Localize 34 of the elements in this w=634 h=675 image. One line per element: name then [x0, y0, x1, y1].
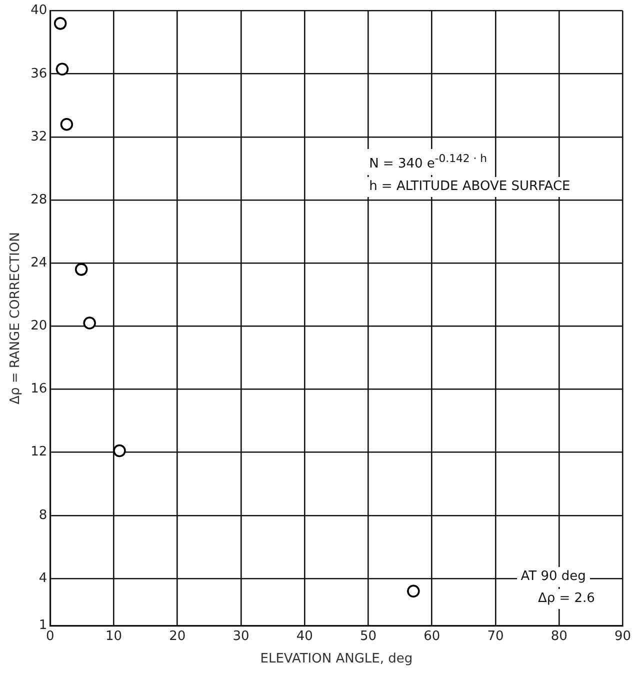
y-tick-label: 28	[30, 192, 48, 208]
point	[56, 62, 69, 76]
annotation: N = 340 e$^{-0.142 · h}$	[365, 149, 491, 174]
y-tick-label: 32	[30, 129, 48, 144]
x-axis-title: ELEVATION ANGLE, deg	[260, 652, 413, 667]
y-axis-title: Δρ = RANGE CORRECTION	[8, 232, 24, 404]
x-tick-label: 20	[169, 628, 186, 644]
x-tick-label: 90	[614, 628, 631, 644]
point	[60, 118, 74, 131]
y-tick-label: 20	[30, 318, 48, 334]
y-tick-label: 24	[30, 255, 48, 270]
point	[113, 444, 126, 458]
point	[407, 584, 420, 598]
point	[54, 17, 67, 30]
x-tick-label: 40	[296, 628, 313, 644]
annotation: h = ALTITUDE ABOVE SURFACE	[365, 176, 574, 197]
y-tick-label: 16	[30, 382, 48, 397]
y-tick-label: 1	[38, 618, 48, 634]
x-tick-label: 0	[46, 628, 54, 644]
y-tick-label: 8	[38, 508, 48, 523]
x-tick-label: 60	[424, 628, 440, 644]
point	[74, 263, 88, 276]
y-tick-label: 4	[38, 570, 48, 586]
x-tick-label: 80	[550, 628, 568, 644]
annotation: Δρ = 2.6	[534, 588, 599, 609]
x-tick-label: 30	[232, 628, 250, 644]
x-tick-label: 70	[487, 628, 504, 644]
x-tick-label: 50	[360, 628, 377, 644]
point	[83, 316, 96, 330]
y-tick-label: 36	[30, 66, 48, 82]
x-tick-label: 10	[105, 628, 122, 644]
annotation: AT 90 deg	[516, 567, 590, 588]
y-tick-label: 40	[30, 3, 48, 18]
y-tick-label: 12	[30, 444, 48, 460]
